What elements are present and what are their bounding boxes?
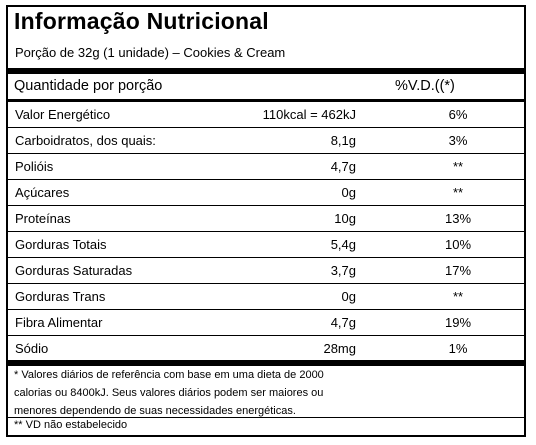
row-vd: 3% [448, 133, 468, 148]
footnote-line: menores dependendo de suas necessidades … [14, 405, 296, 417]
row-vd: 10% [444, 237, 472, 252]
table-row-energy: Valor Energético 110kcal = 462kJ 6% [8, 101, 524, 127]
portion-text: Porção de 32g (1 unidade) – Cookies & Cr… [15, 45, 286, 60]
row-vd: ** [452, 159, 464, 174]
vd-header: %V.D.((*) [395, 78, 455, 94]
row-name: Proteínas [15, 211, 71, 226]
row-amount: 3,7g [330, 263, 356, 278]
row-vd: ** [452, 289, 464, 304]
row-name: Gorduras Saturadas [15, 263, 133, 278]
row-vd: 13% [444, 211, 472, 226]
header-underline [8, 99, 524, 101]
row-amount: 110kcal = 462kJ [262, 107, 356, 122]
row-name: Valor Energético [15, 107, 111, 122]
footnote-line: * Valores diários de referência com base… [14, 369, 324, 381]
nutrition-title: Informação Nutricional [14, 8, 269, 34]
table-row-sugars: Açúcares 0g ** [8, 179, 524, 205]
row-amount: 28mg [323, 341, 356, 356]
row-name: Gorduras Totais [15, 237, 107, 252]
row-name: Gorduras Trans [15, 289, 106, 304]
footnote-divider [8, 417, 524, 418]
row-amount: 5,4g [330, 237, 356, 252]
row-amount: 4,7g [330, 315, 356, 330]
row-vd: 1% [448, 341, 468, 356]
footer-divider [8, 360, 524, 366]
row-amount: 0g [341, 289, 356, 304]
row-name: Polióis [15, 159, 54, 174]
row-name: Fibra Alimentar [15, 315, 103, 330]
header-divider [8, 68, 524, 74]
row-name: Carboidratos, dos quais: [15, 133, 156, 148]
row-vd: ** [452, 185, 464, 200]
table-header: Quantidade por porção %V.D.((*) [8, 75, 524, 99]
quantity-header: Quantidade por porção [14, 78, 163, 94]
row-amount: 8,1g [330, 133, 356, 148]
row-amount: 10g [334, 211, 356, 226]
nutrition-facts-panel: Informação Nutricional Porção de 32g (1 … [6, 5, 526, 437]
row-vd: 6% [448, 107, 468, 122]
row-vd: 19% [444, 315, 472, 330]
table-row-fiber: Fibra Alimentar 4,7g 19% [8, 309, 524, 335]
table-row-trans-fat: Gorduras Trans 0g ** [8, 283, 524, 309]
footnote-line: calorias ou 8400kJ. Seus valores diários… [14, 387, 324, 399]
row-amount: 0g [341, 185, 356, 200]
row-name: Sódio [15, 341, 49, 356]
table-row-protein: Proteínas 10g 13% [8, 205, 524, 231]
footnote: * Valores diários de referência com base… [14, 366, 354, 420]
table-row-saturated-fat: Gorduras Saturadas 3,7g 17% [8, 257, 524, 283]
row-name: Açúcares [15, 185, 70, 200]
row-amount: 4,7g [330, 159, 356, 174]
table-row-total-fat: Gorduras Totais 5,4g 10% [8, 231, 524, 257]
not-established-note: ** VD não estabelecido [14, 419, 128, 431]
table-row-sodium: Sódio 28mg 1% [8, 335, 524, 361]
row-vd: 17% [444, 263, 472, 278]
table-row-carbs: Carboidratos, dos quais: 8,1g 3% [8, 127, 524, 153]
table-row-polyols: Polióis 4,7g ** [8, 153, 524, 179]
